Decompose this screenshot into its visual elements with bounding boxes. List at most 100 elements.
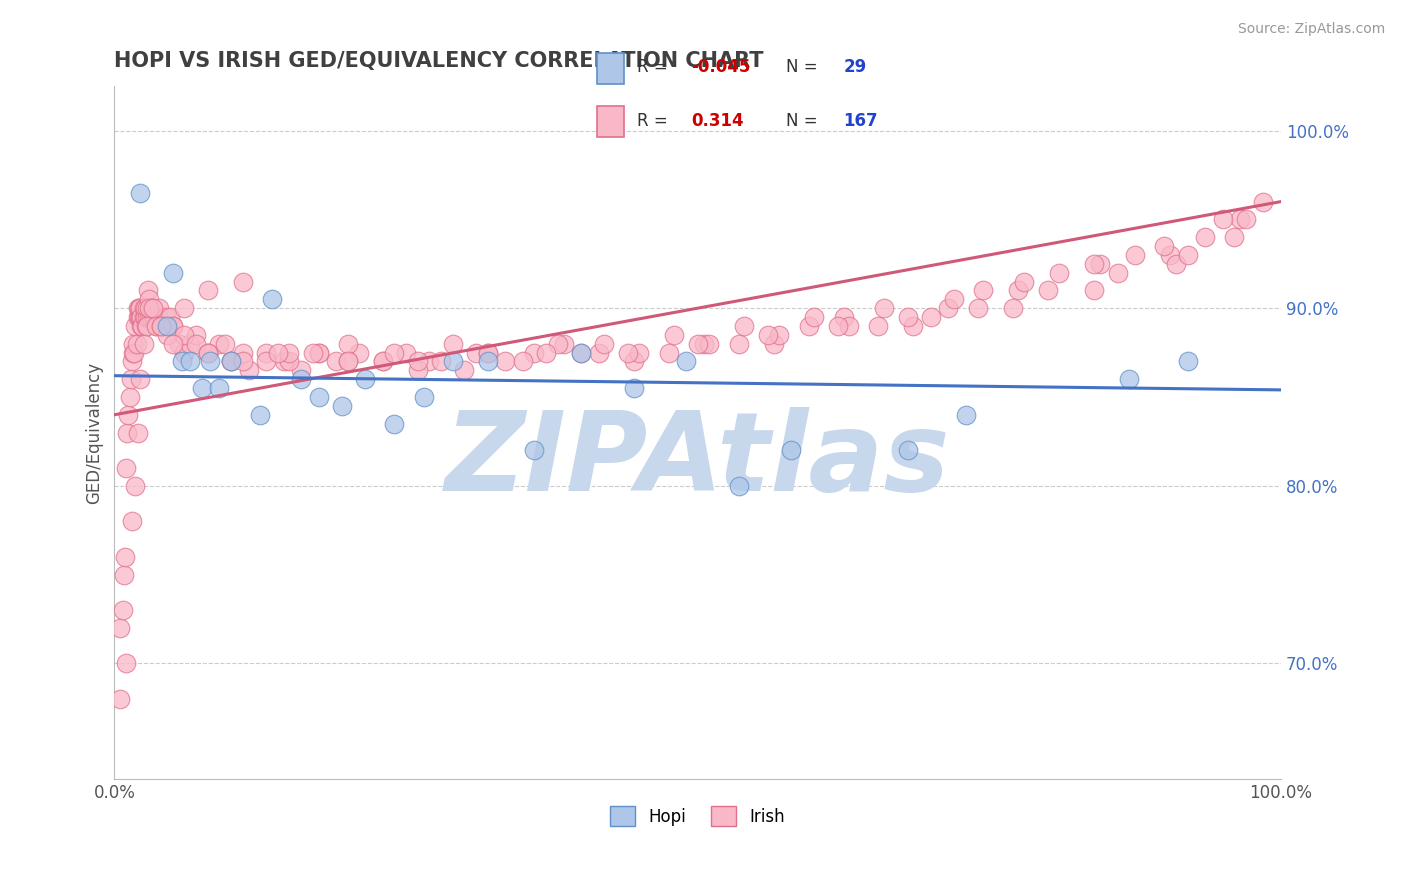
Point [325,354,347,368]
Point [138,310,160,324]
Point [1164,257,1187,271]
Point [1118,372,1140,386]
Point [184,327,207,342]
Point [129,318,152,333]
Point [135,318,157,333]
Text: R =: R = [637,58,673,76]
Point [132,336,155,351]
Point [273,354,295,368]
Point [143,310,166,324]
Point [430,354,453,368]
Point [441,336,464,351]
Point [1083,257,1105,271]
Point [1014,275,1036,289]
Point [110,692,132,706]
Point [523,345,546,359]
Point [112,567,135,582]
Point [547,336,569,351]
Point [124,479,146,493]
Point [173,301,195,315]
Point [938,301,960,315]
Point [972,284,994,298]
Point [371,354,394,368]
Point [115,461,138,475]
Point [354,372,377,386]
Point [162,318,184,333]
Point [142,310,165,324]
Point [330,399,353,413]
Point [301,345,323,359]
Point [1229,212,1251,227]
Point [117,425,139,440]
Point [148,301,170,315]
Point [1253,194,1275,209]
Point [623,354,645,368]
Point [477,345,499,359]
Point [128,310,150,324]
Point [197,284,219,298]
Point [173,327,195,342]
Point [139,310,162,324]
Point [134,310,156,324]
Point [249,408,271,422]
Point [1107,266,1129,280]
Point [278,345,301,359]
Point [138,301,160,315]
Text: 0.314: 0.314 [692,112,744,129]
Point [797,318,820,333]
Point [897,443,920,458]
Point [197,345,219,359]
Text: 167: 167 [844,112,877,129]
Point [254,354,277,368]
Point [1177,248,1199,262]
Point [418,354,440,368]
Point [657,345,679,359]
Point [349,345,371,359]
Y-axis label: GED/Equivalency: GED/Equivalency [86,361,103,504]
Point [129,301,152,315]
Point [179,336,201,351]
Point [136,284,159,298]
Point [675,354,697,368]
Point [260,293,283,307]
Point [156,318,179,333]
Point [512,354,534,368]
Point [238,363,260,377]
Point [1212,212,1234,227]
Text: -0.045: -0.045 [692,58,751,76]
Point [132,301,155,315]
Point [534,345,557,359]
Point [146,310,169,324]
Point [132,310,155,324]
Point [290,363,312,377]
Point [382,345,405,359]
Point [157,318,180,333]
Point [336,336,359,351]
Text: N =: N = [786,58,823,76]
Point [873,301,896,315]
Point [1123,248,1146,262]
Point [131,318,153,333]
Point [170,354,193,368]
Point [523,443,546,458]
Text: N =: N = [786,112,823,129]
Point [162,336,184,351]
Point [1007,284,1029,298]
Point [1159,248,1181,262]
Point [406,354,429,368]
Point [118,390,141,404]
Point [127,425,149,440]
Point [145,318,167,333]
Point [868,318,890,333]
Point [197,345,219,359]
Point [110,621,132,635]
Legend: Hopi, Irish: Hopi, Irish [603,799,792,833]
Point [145,318,167,333]
Point [150,318,173,333]
Point [136,318,159,333]
Point [121,514,143,528]
FancyBboxPatch shape [598,106,624,137]
Point [494,354,516,368]
Point [141,301,163,315]
Text: ZIPAtlas: ZIPAtlas [444,407,950,514]
